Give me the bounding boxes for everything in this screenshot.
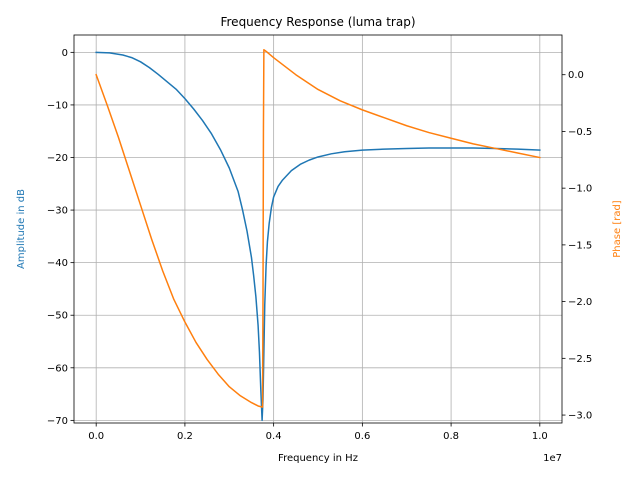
left-y-tick-label: 0 xyxy=(62,48,68,59)
right-y-tick-label: −0.5 xyxy=(568,127,592,138)
right-y-tick-label: 0.0 xyxy=(568,70,584,81)
x-tick-label: 0.8 xyxy=(443,431,459,442)
x-axis-offset-label: 1e7 xyxy=(543,453,562,464)
x-tick-label: 0.4 xyxy=(266,431,282,442)
left-y-tick-label: −70 xyxy=(47,416,68,427)
x-tick-label: 0.6 xyxy=(354,431,370,442)
right-y-tick-label: −1.5 xyxy=(568,240,592,251)
left-y-tick-label: −10 xyxy=(47,100,68,111)
x-axis-title: Frequency in Hz xyxy=(278,453,358,464)
left-y-tick-label: −60 xyxy=(47,363,68,374)
x-axis: 0.0 0.2 0.4 0.6 0.8 1.0 xyxy=(88,423,548,442)
left-y-tick-label: −30 xyxy=(47,206,68,217)
right-y-tick-label: −1.0 xyxy=(568,184,592,195)
right-y-tick-label: −2.5 xyxy=(568,354,592,365)
right-y-axis: 0.0 −0.5 −1.0 −1.5 −2.0 −2.5 −3.0 xyxy=(562,70,592,422)
x-tick-label: 0.0 xyxy=(88,431,104,442)
series-layer xyxy=(95,49,541,422)
right-y-tick-label: −2.0 xyxy=(568,297,592,308)
grid xyxy=(74,35,562,423)
phase-series-line xyxy=(95,49,541,408)
left-y-tick-label: −50 xyxy=(47,311,68,322)
left-y-axis: 0 −10 −20 −30 −40 −50 −60 −70 xyxy=(47,48,74,427)
amplitude-series-line xyxy=(95,51,541,422)
chart-title: Frequency Response (luma trap) xyxy=(220,15,415,29)
right-y-tick-label: −3.0 xyxy=(568,411,592,422)
right-y-axis-title: Phase [rad] xyxy=(612,200,623,258)
x-tick-label: 0.2 xyxy=(177,431,193,442)
left-y-tick-label: −20 xyxy=(47,153,68,164)
left-y-axis-title: Amplitude in dB xyxy=(16,189,27,269)
plot-frame xyxy=(73,34,563,424)
x-tick-label: 1.0 xyxy=(532,431,548,442)
left-y-tick-label: −40 xyxy=(47,258,68,269)
